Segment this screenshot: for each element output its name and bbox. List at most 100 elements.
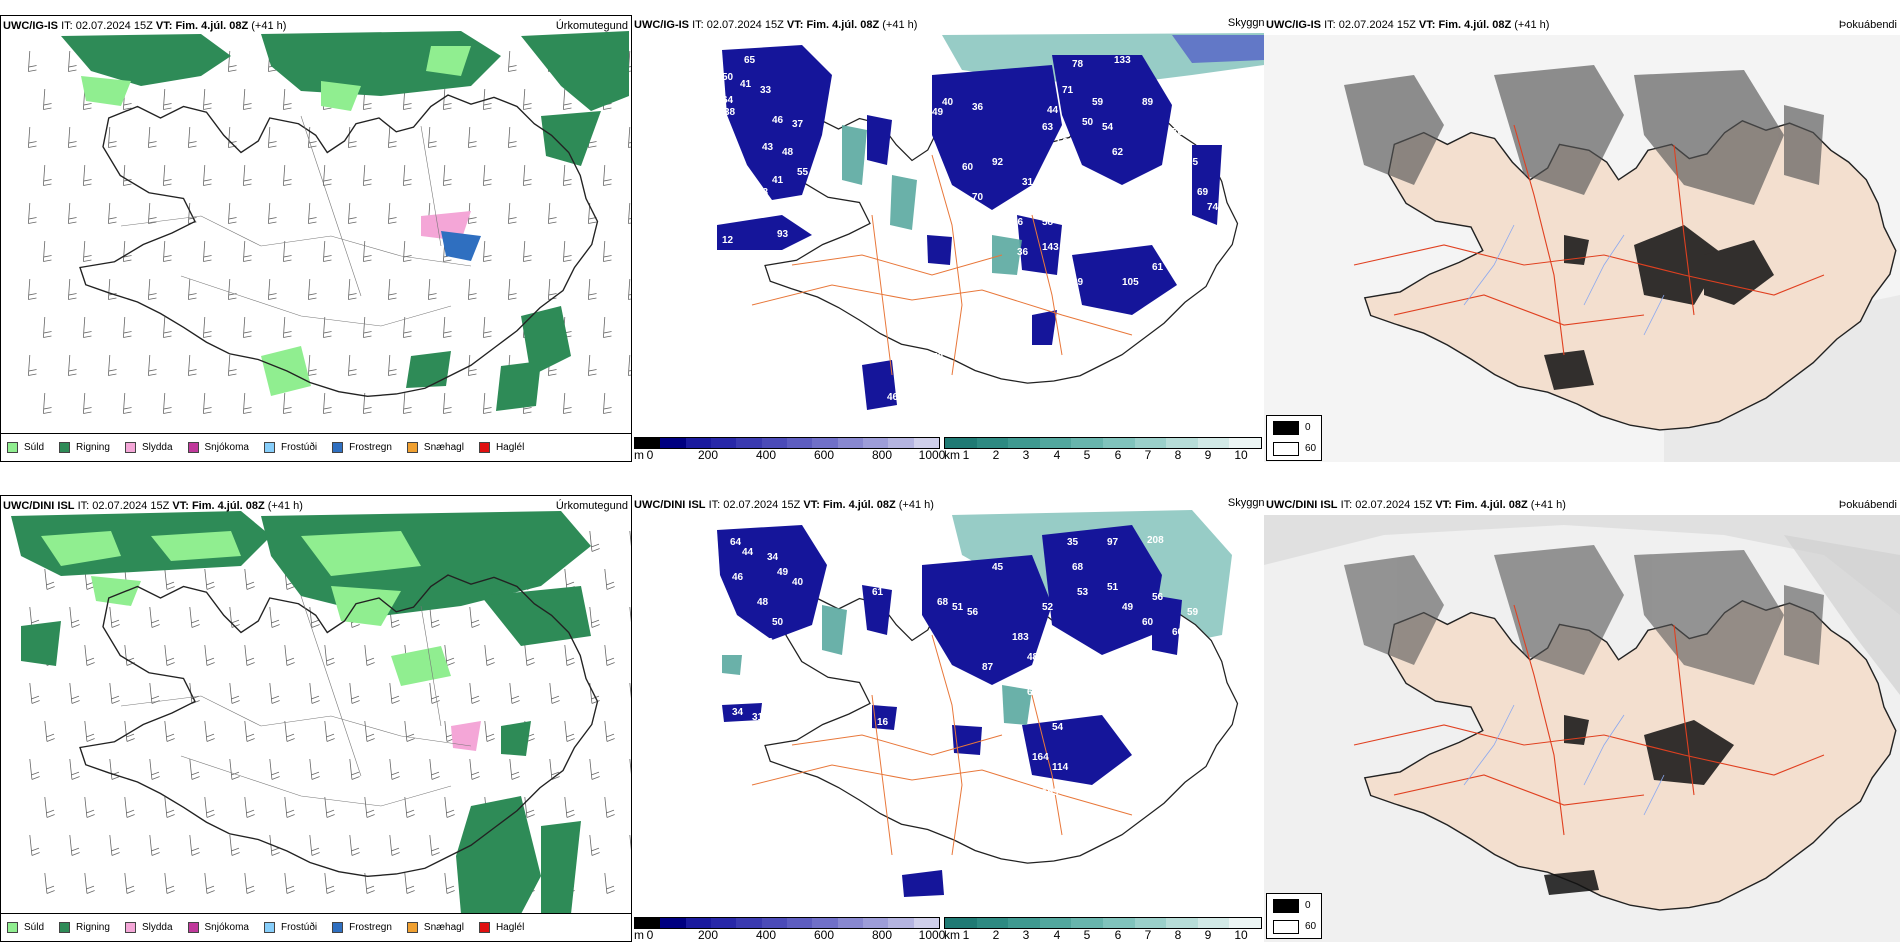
- cloud-base-label: 133: [1114, 55, 1131, 66]
- wind-barb: [187, 354, 197, 376]
- legend-swatch: [263, 442, 275, 453]
- cloud-base-label: 65: [744, 55, 756, 66]
- cloud-base-label: 45: [992, 562, 1004, 573]
- header-bottom-fog: UWC/DINI ISL IT: 02.07.2024 15Z VT: Fim.…: [1266, 499, 1566, 511]
- legend-item: Haglél: [478, 442, 524, 453]
- precip-legend-top: Súld Rigning Slydda Snjókoma Frostúði Fr…: [1, 433, 631, 461]
- cloud-base-label: 62: [1112, 147, 1124, 158]
- tick: 800: [871, 448, 893, 462]
- wind-barb: [164, 872, 175, 894]
- wind-barb: [482, 88, 492, 110]
- tick: 600: [813, 928, 835, 942]
- fog-dense-top: [1544, 225, 1774, 390]
- wind-barb: [324, 644, 335, 666]
- tick: 8: [1174, 448, 1182, 462]
- wind-barb: [202, 88, 212, 110]
- legend-item: Súld: [7, 442, 44, 453]
- wind-barb: [364, 720, 375, 742]
- wind-barb: [629, 758, 631, 780]
- cloud-base-label: 36: [1017, 247, 1029, 258]
- cloud-base-label: 70: [932, 352, 944, 363]
- wind-barb: [404, 796, 415, 818]
- wind-barb: [282, 164, 292, 186]
- tick: 1: [962, 448, 970, 462]
- wind-barb: [164, 796, 175, 818]
- wind-barb: [402, 240, 412, 262]
- cloud-base-label: 46: [772, 115, 784, 126]
- cloudbase-unit-bottom: m: [634, 928, 644, 942]
- wind-barb: [282, 316, 292, 338]
- wind-barb: [564, 644, 575, 666]
- cloud-base-label: 87: [982, 662, 994, 673]
- cloud-base-label: 44: [1047, 105, 1059, 116]
- cloud-base-label: 78: [1072, 59, 1084, 70]
- cloud-base-label: 60: [1172, 627, 1184, 638]
- visibility-unit-bottom: km: [944, 928, 960, 942]
- wind-barb: [284, 644, 295, 666]
- legend-swatch: [332, 442, 344, 453]
- cloud-areas-top: [717, 45, 1222, 410]
- wind-barb: [389, 834, 400, 856]
- wind-barb: [629, 530, 631, 552]
- cloud-base-label: 36: [972, 102, 984, 113]
- cloudbase-colorbar-top: [634, 437, 940, 449]
- fog-swatch-0: [1273, 421, 1299, 435]
- legend-item: Súld: [7, 922, 44, 933]
- wind-barb: [162, 88, 172, 110]
- wind-barb: [124, 720, 135, 742]
- wind-barb: [404, 720, 415, 742]
- cloud-base-label: 46: [887, 392, 899, 403]
- cloud-base-label: 64: [722, 95, 734, 106]
- wind-barb: [429, 758, 440, 780]
- cloud-base-label: 53: [1077, 587, 1089, 598]
- legend-swatch: [478, 922, 490, 933]
- fog-label-60: 60: [1305, 921, 1317, 932]
- wind-barb: [604, 720, 615, 742]
- wind-barb: [42, 316, 52, 338]
- tick: 6: [1114, 448, 1122, 462]
- wind-barb: [602, 240, 612, 262]
- wind-barb: [524, 644, 535, 666]
- legend-item: Slydda: [124, 922, 173, 933]
- wind-barb: [27, 50, 37, 72]
- wind-barb: [404, 872, 415, 894]
- wind-barb: [107, 354, 117, 376]
- wind-barb: [149, 758, 160, 780]
- wind-barb: [589, 530, 600, 552]
- fog-map-top: [1264, 35, 1900, 462]
- wind-barb: [162, 392, 172, 414]
- legend-swatch: [7, 922, 18, 933]
- cloud-base-label: 48: [757, 597, 769, 608]
- precip-legend-bottom: Súld Rigning Slydda Snjókoma Frostúði Fr…: [1, 913, 631, 941]
- tick: 2: [992, 448, 1000, 462]
- tick: 10: [1234, 448, 1248, 462]
- tick: 1: [962, 928, 970, 942]
- roads-fog-top: [1353, 124, 1825, 356]
- wind-barb: [284, 872, 295, 894]
- wind-barb: [242, 164, 252, 186]
- wind-barb: [147, 126, 157, 148]
- cloud-base-label: 40: [942, 97, 954, 108]
- wind-barb: [387, 126, 397, 148]
- wind-barb: [84, 720, 95, 742]
- legend-swatch: [59, 922, 71, 933]
- wind-barb: [42, 88, 52, 110]
- fog-legend-bottom: 0 60: [1266, 893, 1322, 939]
- wind-barb: [442, 316, 452, 338]
- wind-barb: [602, 316, 612, 338]
- cloud-base-label: 69: [1027, 687, 1039, 698]
- wind-barb: [267, 126, 277, 148]
- wind-barb: [389, 682, 400, 704]
- wind-barb: [322, 240, 332, 262]
- cloud-base-label: 61: [1067, 642, 1079, 653]
- wind-barb: [82, 240, 92, 262]
- tick: 7: [1144, 448, 1152, 462]
- legend-swatch: [124, 922, 136, 933]
- wind-barb: [324, 872, 335, 894]
- cloud-base-label: 55: [807, 219, 819, 230]
- wind-barb: [627, 354, 631, 376]
- wind-barb: [227, 126, 237, 148]
- legend-swatch: [263, 922, 275, 933]
- wind-barb: [162, 164, 172, 186]
